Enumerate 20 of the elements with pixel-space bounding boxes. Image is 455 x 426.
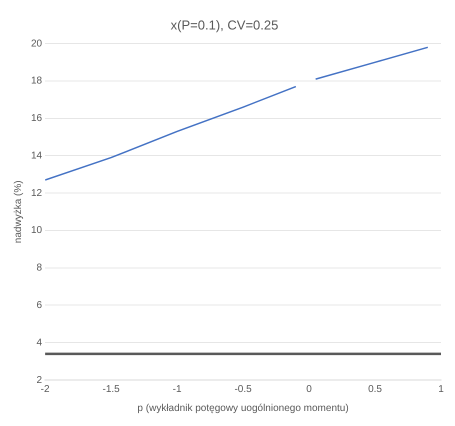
y-tick-label: 18 (31, 76, 43, 87)
x-tick-label: 0.5 (368, 384, 382, 395)
x-tick-label: -0.5 (234, 384, 252, 395)
y-tick-label: 4 (36, 337, 43, 348)
y-tick-label: 12 (31, 188, 43, 199)
x-tick-label: 1 (438, 384, 444, 395)
y-axis-title: nadwyżka (%) (12, 180, 24, 244)
x-tick-label: -2 (40, 384, 50, 395)
x-tick-label: 0 (306, 384, 312, 395)
y-tick-label: 10 (31, 225, 43, 236)
chart-title: x(P=0.1), CV=0.25 (170, 17, 278, 32)
y-tick-label: 2 (36, 374, 43, 386)
y-tick-label: 16 (31, 113, 43, 124)
y-tick-label: 20 (31, 38, 43, 50)
x-axis-title: p (wykładnik potęgowy uogólnionego momentu) (137, 402, 349, 414)
y-tick-label: 14 (31, 150, 43, 162)
y-tick-label: 6 (36, 300, 43, 311)
x-tick-label: -1 (172, 384, 182, 395)
x-tick-label: -1.5 (102, 384, 120, 395)
y-tick-label: 8 (36, 262, 43, 274)
